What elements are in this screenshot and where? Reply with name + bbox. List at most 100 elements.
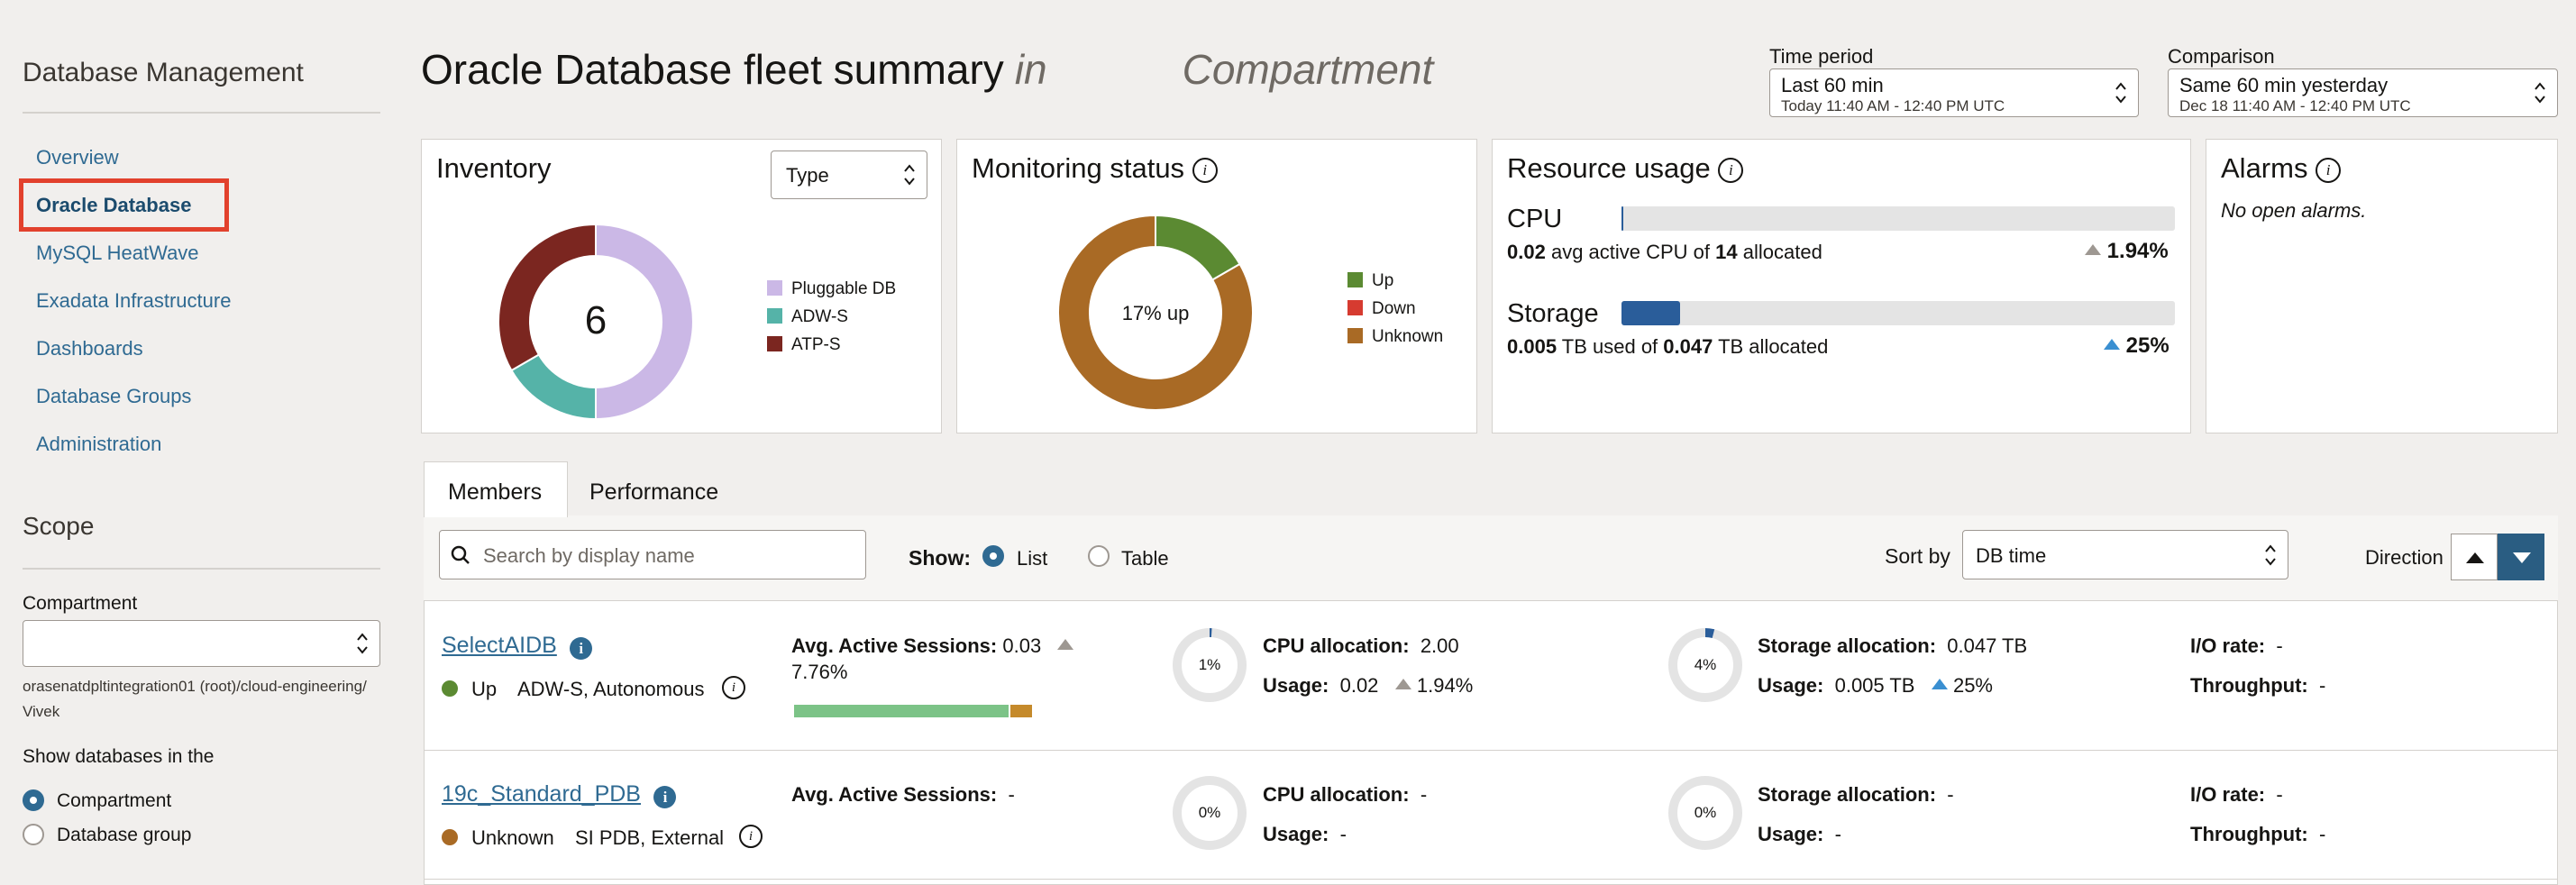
tab-performance[interactable]: Performance [589, 479, 719, 505]
cpu-bar-track [1621, 206, 2175, 231]
sidebar-item-dashboards[interactable]: Dashboards [36, 337, 143, 360]
status-dot [442, 829, 458, 845]
legend-down: Down [1347, 299, 1416, 319]
search-icon [451, 545, 470, 564]
arrow-down-icon [2513, 552, 2531, 563]
trend-up-icon [1394, 679, 1411, 689]
sidebar-item-exadata[interactable]: Exadata Infrastructure [36, 289, 232, 312]
sidebar-item-oracle-database[interactable]: Oracle Database [36, 194, 192, 216]
aas-bar-orange [1010, 705, 1032, 717]
storage-allocation-label: Storage allocation: [1758, 634, 1937, 657]
db-link-19c-standard-pdb[interactable]: 19c_Standard_PDB [442, 781, 641, 807]
storage-gauge: 4% [1667, 626, 1744, 704]
status-dot [442, 680, 458, 697]
cpu-allocation-label: CPU allocation: [1263, 783, 1410, 806]
donut-slice-atp-s[interactable] [498, 223, 597, 372]
swatch [1347, 272, 1363, 287]
trend-up-icon [2085, 244, 2101, 255]
search-input[interactable]: Search by display name [439, 530, 866, 579]
chevron-updown-icon [2265, 544, 2276, 566]
sidebar-item-overview[interactable]: Overview [36, 146, 119, 169]
db-name-row: SelectAIDB i [442, 633, 593, 661]
aas-change: 7.76% [791, 661, 848, 683]
sort-by-label: Sort by [1885, 544, 1950, 568]
donut-slice-adw-s[interactable] [510, 353, 597, 421]
info-icon[interactable]: i [739, 825, 763, 848]
throughput-label: Throughput: [2190, 674, 2308, 697]
sidebar-item-mysql-heatwave[interactable]: MySQL HeatWave [36, 242, 199, 264]
legend-label: Unknown [1372, 327, 1444, 346]
time-period-range: Today 11:40 AM - 12:40 PM UTC [1781, 97, 2005, 114]
storage-gauge: 0% [1667, 774, 1744, 852]
cpu-label: CPU [1507, 205, 1563, 233]
radio-list[interactable] [982, 545, 1004, 567]
legend-adw-s: ADW-S [767, 307, 848, 327]
monitoring-title-text: Monitoring status [972, 152, 1185, 184]
donut-slice-pluggable-db[interactable] [595, 223, 694, 421]
storage-tail: TB allocated [1718, 335, 1829, 358]
alarms-title: Alarms i [2221, 152, 2342, 185]
compartment-select[interactable] [23, 620, 380, 667]
throughput: Throughput: - [2190, 674, 2325, 698]
gauge-fill [1173, 628, 1247, 702]
storage-allocation-value: - [1947, 783, 1954, 806]
sort-by-select[interactable]: DB time [1962, 530, 2288, 579]
radio-table[interactable] [1088, 545, 1110, 567]
aas-bar-green [794, 705, 1009, 717]
radio-database-group[interactable] [23, 824, 44, 845]
alarms-message: No open alarms. [2221, 199, 2367, 222]
usage-label: Usage: [1758, 674, 1824, 697]
chevron-updown-icon [2535, 82, 2545, 104]
compartment-path: orasenatdpltintegration01 (root)/cloud-e… [23, 678, 367, 720]
usage-label: Usage: [1263, 823, 1329, 845]
monitoring-donut [1057, 214, 1254, 411]
info-icon[interactable]: i [570, 637, 593, 661]
donut-slice-up[interactable] [1155, 214, 1241, 281]
comparison-value: Same 60 min yesterday [2179, 74, 2389, 96]
throughput-label: Throughput: [2190, 823, 2308, 845]
donut-slice-unknown[interactable] [1057, 214, 1254, 411]
comparison-select[interactable]: Same 60 min yesterday Dec 18 11:40 AM - … [2168, 68, 2558, 117]
storage-usage: Usage: 0.005 TB 25% [1758, 674, 1993, 698]
tab-members[interactable]: Members [424, 461, 568, 517]
cpu-gauge: 0% [1171, 774, 1248, 852]
info-icon[interactable]: i [653, 786, 677, 809]
cpu-bar-fill [1621, 206, 1623, 231]
cpu-allocation-value: 2.00 [1420, 634, 1459, 657]
db-link-selectaidb[interactable]: SelectAIDB [442, 633, 557, 658]
search-placeholder: Search by display name [483, 544, 695, 567]
alarms-card: Alarms i No open alarms. [2206, 139, 2558, 433]
cpu-gauge: 1% [1171, 626, 1248, 704]
cpu-change-value: 1.94% [2106, 239, 2169, 263]
cpu-gauge-percent: 1% [1198, 656, 1221, 673]
monitoring-center-text: 17% up [1121, 302, 1190, 324]
storage-gauge-percent: 0% [1694, 804, 1717, 821]
swatch [1347, 300, 1363, 315]
sort-ascending-button[interactable] [2451, 534, 2498, 580]
radio-compartment[interactable] [23, 789, 44, 811]
aas-value: - [1008, 783, 1015, 806]
radio-database-group-label: Database group [57, 825, 192, 845]
page-title: Oracle Database fleet summary in Compartme… [421, 45, 1433, 94]
db-kind: ADW-S, Autonomous [517, 678, 705, 700]
comparison-label: Comparison [2168, 45, 2275, 68]
sidebar-item-database-groups[interactable]: Database Groups [36, 385, 192, 407]
page-title-in: in [1014, 46, 1047, 93]
aas-row: Avg. Active Sessions: 0.03 [791, 634, 1074, 658]
time-period-select[interactable]: Last 60 min Today 11:40 AM - 12:40 PM UT… [1769, 68, 2139, 117]
inventory-type-select[interactable]: Type [771, 151, 927, 199]
storage-mid: TB used of [1561, 335, 1658, 358]
sidebar-item-administration[interactable]: Administration [36, 433, 162, 455]
info-icon[interactable]: i [1718, 157, 1744, 183]
resource-usage-card: Resource usage i CPU 0.02 avg active CPU… [1492, 139, 2191, 433]
monitoring-card: Monitoring status i 17% up Up Down Unkno… [956, 139, 1477, 433]
chevron-updown-icon [357, 633, 368, 654]
info-icon[interactable]: i [1192, 157, 1218, 183]
info-icon[interactable]: i [722, 676, 745, 699]
page-title-text: Oracle Database fleet summary [421, 46, 1004, 93]
divider [23, 112, 380, 114]
info-icon[interactable]: i [2316, 157, 2342, 183]
sort-descending-button[interactable] [2498, 534, 2544, 580]
cpu-allocation: CPU allocation: 2.00 [1263, 634, 1459, 658]
inventory-card: Inventory Type 6 Pluggable DB ADW-S ATP-… [421, 139, 942, 433]
